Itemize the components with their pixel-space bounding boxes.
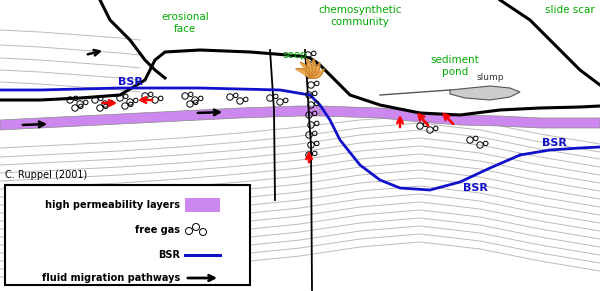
Text: BSR: BSR xyxy=(542,138,566,148)
Polygon shape xyxy=(300,62,310,78)
Text: BSR: BSR xyxy=(158,250,180,260)
Bar xyxy=(5,185,250,285)
Text: seep: seep xyxy=(283,50,307,60)
Polygon shape xyxy=(296,69,310,78)
Text: fluid migration pathways: fluid migration pathways xyxy=(42,273,180,283)
Text: free gas: free gas xyxy=(135,225,180,235)
Polygon shape xyxy=(310,69,324,78)
Polygon shape xyxy=(307,58,312,78)
Text: chemosynthetic
community: chemosynthetic community xyxy=(318,5,402,26)
Text: erosional
face: erosional face xyxy=(161,12,209,33)
Polygon shape xyxy=(0,106,320,130)
Text: BSR: BSR xyxy=(463,183,487,193)
Text: slide scar: slide scar xyxy=(545,5,595,15)
Polygon shape xyxy=(450,86,520,100)
Polygon shape xyxy=(320,106,600,128)
Polygon shape xyxy=(310,58,316,78)
Text: high permeability layers: high permeability layers xyxy=(45,200,180,210)
Text: C. Ruppel (2001): C. Ruppel (2001) xyxy=(5,170,87,180)
Text: BSR: BSR xyxy=(118,77,142,87)
Text: slump: slump xyxy=(476,73,504,82)
Polygon shape xyxy=(310,62,320,78)
Text: sediment
pond: sediment pond xyxy=(431,55,479,77)
Bar xyxy=(185,198,220,212)
